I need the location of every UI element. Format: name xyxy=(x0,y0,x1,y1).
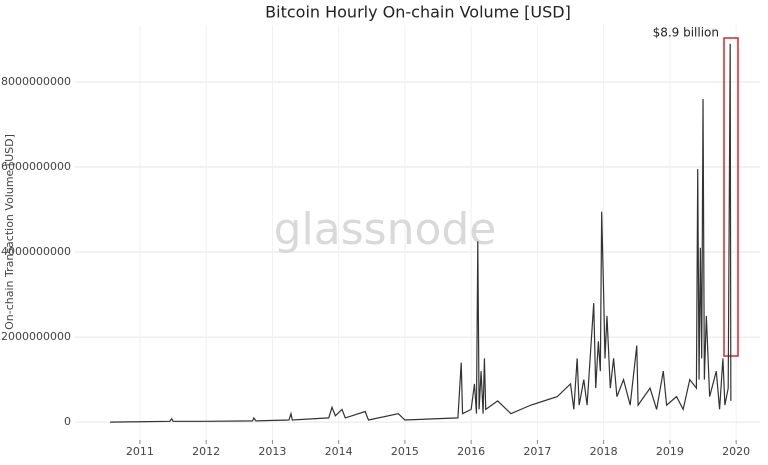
watermark: glassnode xyxy=(274,204,497,255)
y-tick-label: 4000000000 xyxy=(1,245,71,258)
x-tick-label: 2019 xyxy=(656,445,684,458)
x-tick-label: 2014 xyxy=(325,445,353,458)
x-tick-label: 2015 xyxy=(391,445,419,458)
series-line xyxy=(110,43,732,423)
chart-title: Bitcoin Hourly On-chain Volume [USD] xyxy=(265,3,571,22)
x-tick-label: 2016 xyxy=(457,445,485,458)
y-tick-label: 2000000000 xyxy=(1,330,71,343)
x-tick-label: 2013 xyxy=(258,445,286,458)
x-tick-label: 2018 xyxy=(590,445,618,458)
plot-area xyxy=(75,25,760,440)
y-axis-label: On-chain Transaction Volume [USD] xyxy=(3,134,16,330)
y-tick-label: 0 xyxy=(64,415,71,428)
annotation: $8.9 billion xyxy=(653,26,719,40)
x-tick-label: 2017 xyxy=(523,445,551,458)
x-tick-label: 2020 xyxy=(722,445,750,458)
x-tick-label: 2012 xyxy=(192,445,220,458)
y-tick-label: 6000000000 xyxy=(1,160,71,173)
y-tick-label: 8000000000 xyxy=(1,75,71,88)
x-tick-label: 2011 xyxy=(126,445,154,458)
